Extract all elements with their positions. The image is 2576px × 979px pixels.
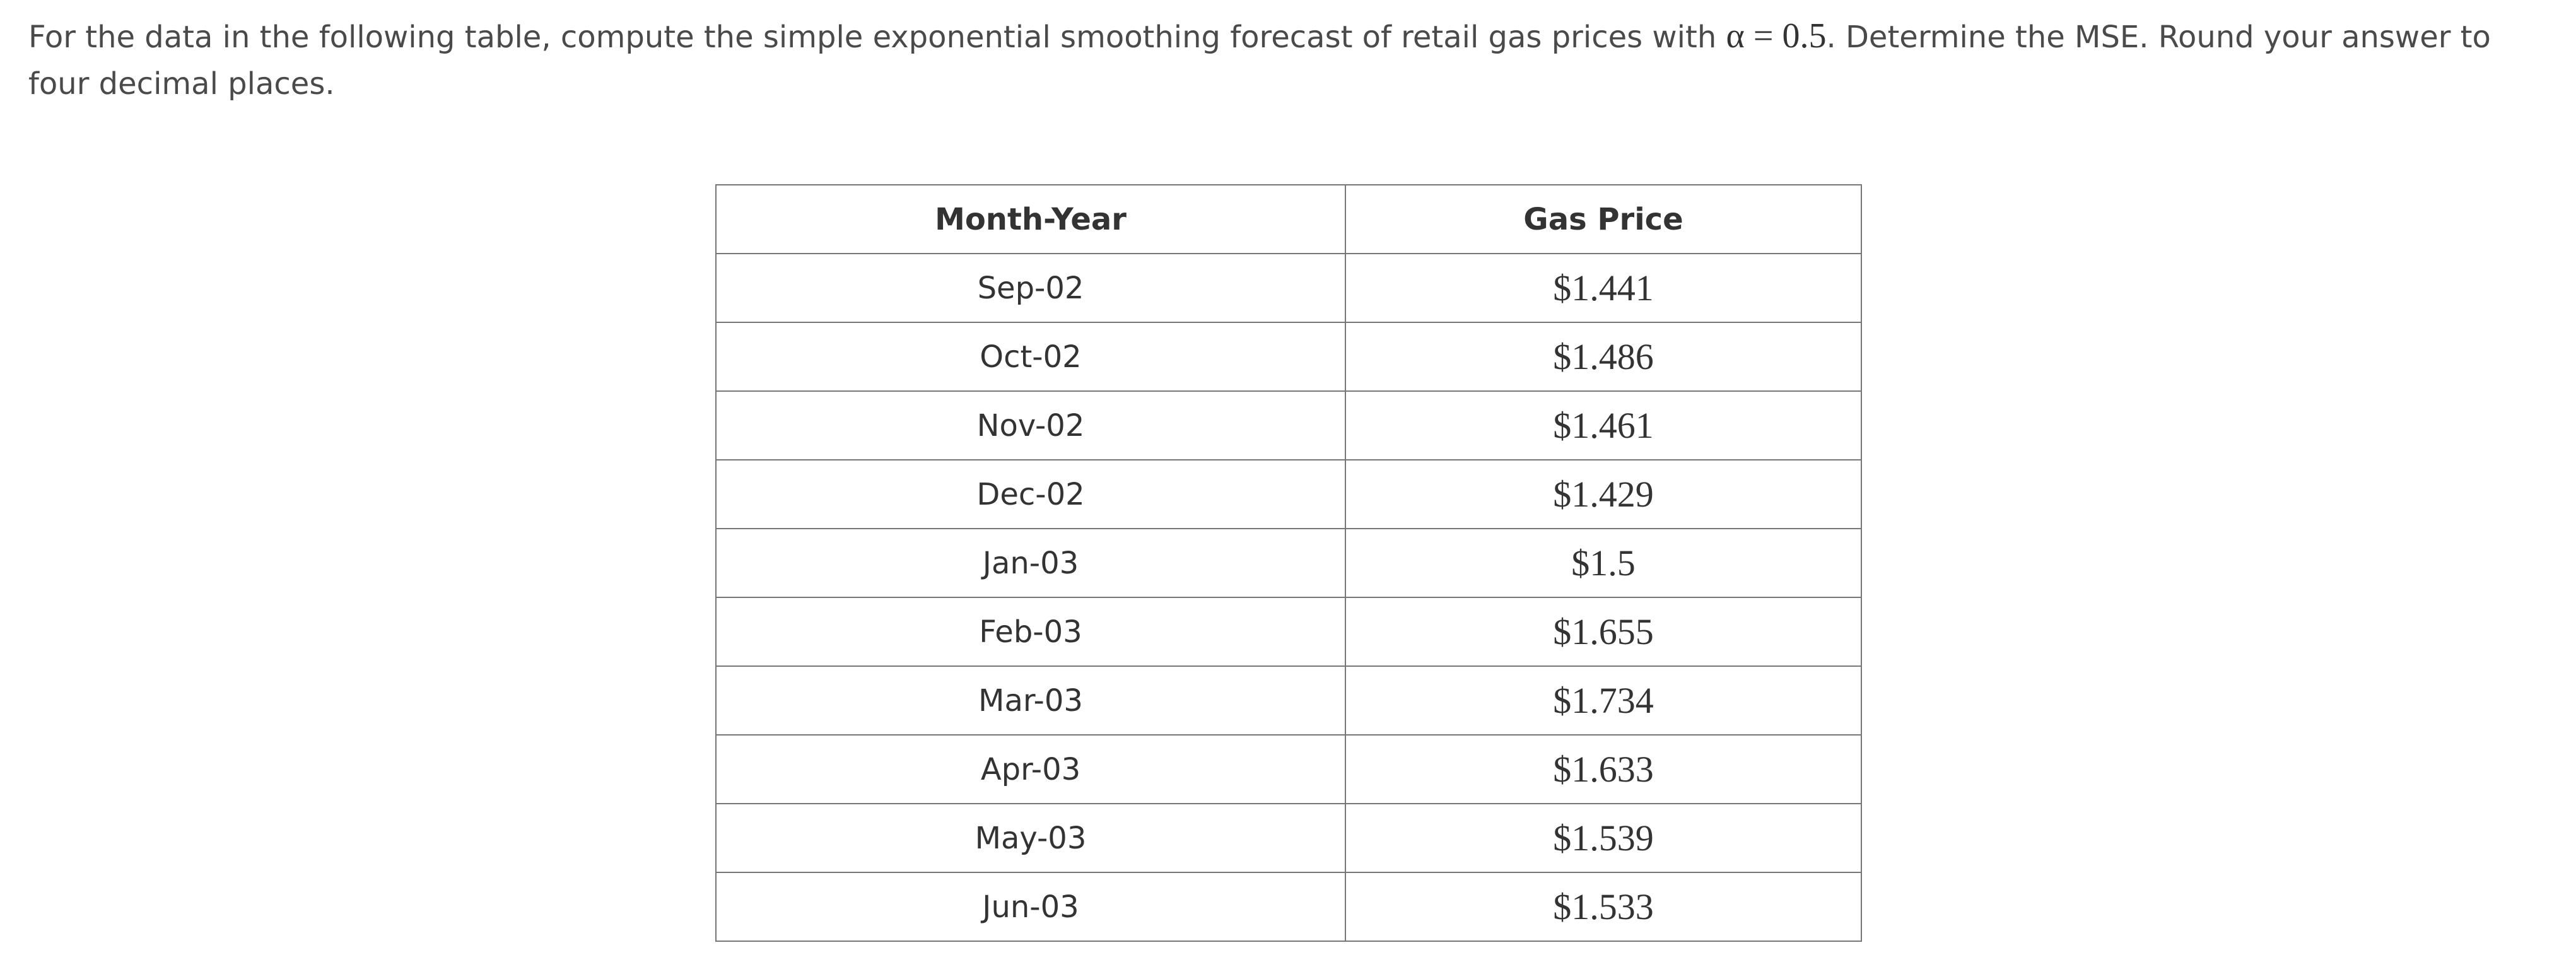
question-text: For the data in the following table, com… (28, 20, 1717, 55)
question-text: . Determine the MSE. Round your answer t… (28, 20, 2491, 102)
table-row: Apr-03 $1.633 (715, 734, 1862, 804)
header-cell: Month-Year (715, 184, 1346, 254)
table-cell: $1.429 (1345, 459, 1862, 529)
table-row: Jun-03 $1.533 (715, 872, 1862, 942)
table-cell: $1.533 (1345, 872, 1862, 942)
math: α = 0.5 (1726, 16, 1827, 56)
table-row: Sep-02 $1.441 (715, 253, 1862, 323)
table-row: Jan-03 $1.5 (715, 528, 1862, 598)
table-row: Dec-02 $1.429 (715, 459, 1862, 529)
header-row: Month-Year Gas Price (715, 184, 1862, 254)
table-row: May-03 $1.539 (715, 803, 1862, 873)
table-cell: $1.5 (1345, 528, 1862, 598)
table-cell: Oct-02 (715, 322, 1346, 392)
table-cell: Jun-03 (715, 872, 1346, 942)
table-cell: Mar-03 (715, 665, 1346, 736)
table-cell: $1.461 (1345, 390, 1862, 460)
table-cell: $1.539 (1345, 803, 1862, 873)
table-cell: $1.734 (1345, 665, 1862, 736)
table-cell: Jan-03 (715, 528, 1346, 598)
table-cell: Nov-02 (715, 390, 1346, 460)
table-cell: $1.633 (1345, 734, 1862, 804)
table-body: Sep-02 $1.441 Oct-02 $1.486 Nov-02 $1.461 Dec-… (715, 253, 1862, 942)
table-cell: Feb-03 (715, 597, 1346, 667)
table-row: Oct-02 $1.486 (715, 322, 1862, 392)
table-cell: May-03 (715, 803, 1346, 873)
table-row: Mar-03 $1.734 (715, 665, 1862, 736)
table-cell: Sep-02 (715, 253, 1346, 323)
table-cell: Dec-02 (715, 459, 1346, 529)
question: For the data in the following table, com… (28, 13, 2551, 107)
table-cell: $1.655 (1345, 597, 1862, 667)
table-cell: $1.486 (1345, 322, 1862, 392)
table-row: Nov-02 $1.461 (715, 390, 1862, 460)
table-cell: $1.441 (1345, 253, 1862, 323)
table-row: Feb-03 $1.655 (715, 597, 1862, 667)
table-cell: Apr-03 (715, 734, 1346, 804)
header-cell: Gas Price (1345, 184, 1862, 254)
data-table: Month-Year Gas Price Sep-02 $1.441 Oct-02 $1.… (715, 184, 1862, 942)
